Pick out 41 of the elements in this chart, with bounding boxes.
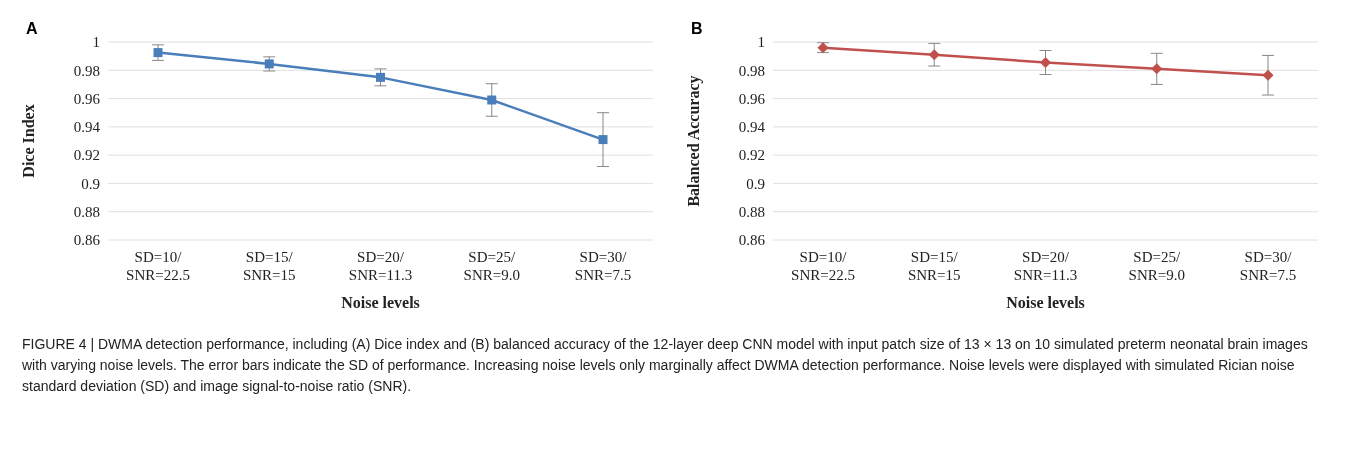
x-tick-label: SD=15/ SNR=15 [907,249,961,283]
y-tick-label: 0.92 [738,147,765,164]
x-axis-title: Noise levels [1006,294,1085,311]
y-tick-label: 0.9 [81,175,100,192]
y-tick-label: 0.94 [73,119,101,136]
y-tick-label: 0.86 [738,232,766,249]
y-tick-label: 0.98 [738,62,765,79]
point [487,95,497,105]
x-tick-label: SD=10/ SNR=22.5 [791,249,855,283]
y-tick-label: 0.92 [73,147,100,164]
y-tick-label: 0.86 [73,232,101,249]
chart-title: B [691,20,703,38]
x-tick-label: SD=20/ SNR=11.3 [348,249,413,283]
point [928,49,940,61]
y-tick-label: 0.98 [73,62,100,79]
x-tick-label: SD=30/ SNR=7.5 [574,249,632,283]
point [153,48,163,58]
y-tick-label: 0.88 [738,204,765,221]
x-tick-label: SD=25/ SNR=9.0 [1128,249,1185,283]
x-tick-label: SD=15/ SNR=15 [242,249,296,283]
x-tick-label: SD=25/ SNR=9.0 [463,249,520,283]
point [1151,63,1163,75]
point [598,135,608,145]
y-tick-label: 0.88 [73,204,100,221]
point [1040,57,1051,69]
y-tick-label: 1 [92,34,100,51]
point [1262,69,1274,81]
y-axis-title: Dice Index [19,104,37,178]
y-tick-label: 0.9 [746,175,765,192]
x-tick-label: SD=20/ SNR=11.3 [1013,249,1078,283]
caption: FIGURE 4 | DWMA detection performance, including (A) Dice index and (B) balanced accuracy of the 12-layer deep CNN model with input patch size of 13 × 13 on 10 simulated preterm neonatal brain images with varying noise levels. The error bars indicate the SD of performance. Increasing noise levels only marginally affect DWMA detection performance. Noise levels were displayed with simulated Rician noise standard deviation (SD) and image signal-to-noise ratio (SNR). [21,335,1309,396]
y-axis-title: Balanced Accuracy [684,75,703,207]
x-tick-label: SD=10/ SNR=22.5 [126,249,190,283]
x-axis-title: Noise levels [341,294,420,311]
point [376,72,385,82]
chart-title: A [26,20,38,38]
y-tick-label: 0.96 [738,90,766,107]
x-tick-label: SD=30/ SNR=7.5 [1239,249,1297,283]
y-tick-label: 0.94 [738,119,766,136]
y-tick-label: 1 [757,34,765,51]
y-tick-label: 0.96 [73,90,101,107]
